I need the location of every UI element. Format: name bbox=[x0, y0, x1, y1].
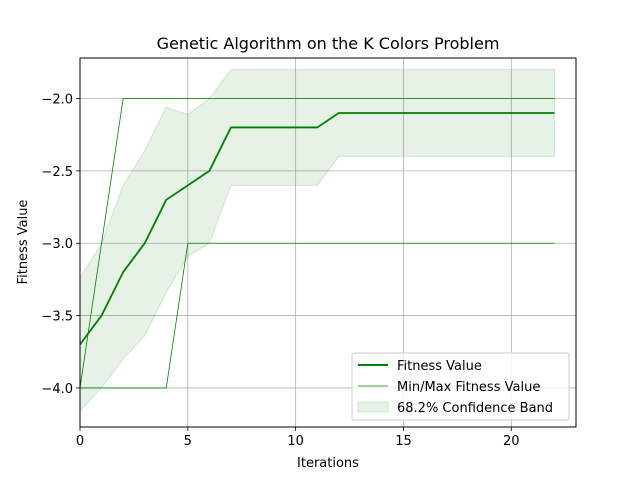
x-axis-label: Iterations bbox=[297, 456, 359, 471]
x-tick-label: 20 bbox=[503, 434, 520, 449]
y-axis-label: Fitness Value bbox=[16, 200, 31, 285]
series-line-layer bbox=[79, 98, 555, 389]
min-fitness-line bbox=[80, 242, 555, 389]
x-tick-label: 0 bbox=[76, 434, 84, 449]
y-tick-label: −2.0 bbox=[41, 93, 73, 108]
chart-title: Genetic Algorithm on the K Colors Proble… bbox=[157, 34, 500, 53]
legend: Fitness Value Min/Max Fitness Value 68.2… bbox=[351, 352, 570, 421]
legend-label-fitness: Fitness Value bbox=[397, 359, 482, 374]
x-tick-label: 15 bbox=[395, 434, 412, 449]
fitness-value-line bbox=[79, 112, 555, 346]
y-tick-label: −3.0 bbox=[41, 237, 73, 252]
confidence-band-layer bbox=[79, 69, 555, 413]
legend-swatch-band bbox=[357, 401, 389, 413]
axis-ticks: 0 5 10 15 20 −4.0 −3.5 −3.0 −2.5 −2.0 bbox=[41, 93, 519, 449]
max-fitness-line bbox=[79, 98, 555, 388]
legend-box bbox=[351, 352, 570, 421]
y-tick-label: −4.0 bbox=[41, 382, 73, 397]
confidence-band-area bbox=[79, 69, 555, 413]
x-tick-label: 10 bbox=[287, 434, 304, 449]
y-tick-label: −3.5 bbox=[41, 310, 73, 325]
legend-label-band: 68.2% Confidence Band bbox=[397, 401, 553, 416]
y-tick-label: −2.5 bbox=[41, 165, 73, 180]
x-tick-label: 5 bbox=[184, 434, 192, 449]
legend-label-minmax: Min/Max Fitness Value bbox=[397, 380, 540, 395]
plot-frame bbox=[79, 57, 577, 428]
